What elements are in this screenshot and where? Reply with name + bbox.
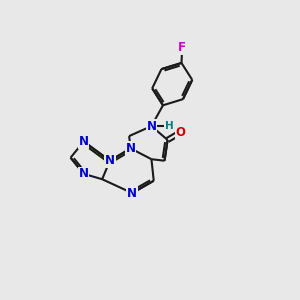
Text: N: N [126,142,136,155]
Text: O: O [176,126,186,139]
Text: N: N [146,120,156,133]
Text: N: N [127,187,137,200]
Text: H: H [165,121,173,131]
Text: N: N [79,135,89,148]
Text: N: N [105,154,115,167]
Text: N: N [79,167,89,180]
Text: F: F [178,41,186,54]
